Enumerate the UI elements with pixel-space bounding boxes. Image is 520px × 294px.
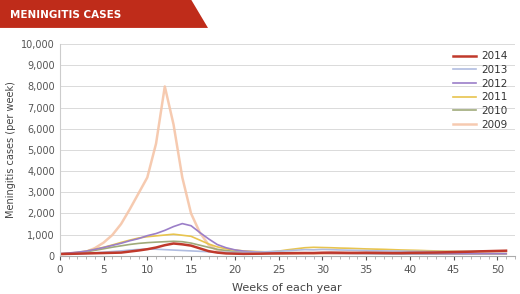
2009	[336, 252, 343, 255]
2014	[171, 242, 177, 245]
2009	[162, 85, 168, 88]
2010	[223, 249, 229, 252]
2014	[354, 251, 360, 255]
2012	[354, 252, 360, 255]
Y-axis label: Meningitis cases (per week): Meningitis cases (per week)	[6, 81, 16, 218]
2013	[503, 249, 509, 253]
2011	[503, 249, 509, 253]
Line: 2014: 2014	[60, 243, 506, 254]
2009	[477, 252, 483, 255]
2013	[57, 252, 63, 256]
Line: 2012: 2012	[60, 224, 506, 254]
2010	[477, 252, 483, 255]
2010	[171, 240, 177, 243]
2010	[354, 251, 360, 255]
2012	[57, 252, 63, 255]
2012	[179, 222, 186, 225]
2012	[223, 246, 229, 250]
2012	[477, 252, 483, 255]
2012	[336, 252, 343, 255]
2011	[223, 247, 229, 250]
2014	[276, 252, 282, 255]
2012	[503, 252, 509, 255]
2011	[57, 252, 63, 256]
2014	[477, 250, 483, 253]
Line: 2009: 2009	[60, 86, 506, 254]
Text: MENINGITIS CASES: MENINGITIS CASES	[10, 9, 122, 19]
2011	[354, 247, 360, 250]
2011	[171, 233, 177, 236]
X-axis label: Weeks of each year: Weeks of each year	[232, 283, 342, 293]
2009	[276, 252, 282, 255]
2010	[503, 252, 509, 255]
2014	[336, 251, 343, 255]
Line: 2011: 2011	[60, 234, 506, 254]
Line: 2013: 2013	[60, 249, 506, 254]
2011	[477, 250, 483, 253]
2010	[57, 252, 63, 256]
2014	[57, 252, 63, 256]
2009	[503, 252, 509, 255]
2011	[92, 248, 98, 251]
2012	[92, 248, 98, 251]
Polygon shape	[0, 0, 208, 28]
2013	[92, 251, 98, 255]
2011	[276, 249, 282, 253]
2014	[92, 251, 98, 255]
2009	[92, 246, 98, 250]
Legend: 2014, 2013, 2012, 2011, 2010, 2009: 2014, 2013, 2012, 2011, 2010, 2009	[451, 49, 510, 132]
2009	[223, 250, 229, 254]
2010	[276, 251, 282, 254]
Line: 2010: 2010	[60, 241, 506, 254]
2013	[336, 248, 343, 252]
2013	[144, 247, 150, 251]
2010	[92, 249, 98, 252]
2014	[223, 252, 229, 255]
2009	[354, 252, 360, 255]
2012	[276, 251, 282, 254]
2014	[503, 249, 509, 253]
2013	[354, 249, 360, 252]
2010	[336, 251, 343, 255]
2013	[276, 249, 282, 253]
2013	[223, 250, 229, 254]
2013	[477, 250, 483, 253]
2011	[336, 246, 343, 250]
2009	[57, 252, 63, 256]
